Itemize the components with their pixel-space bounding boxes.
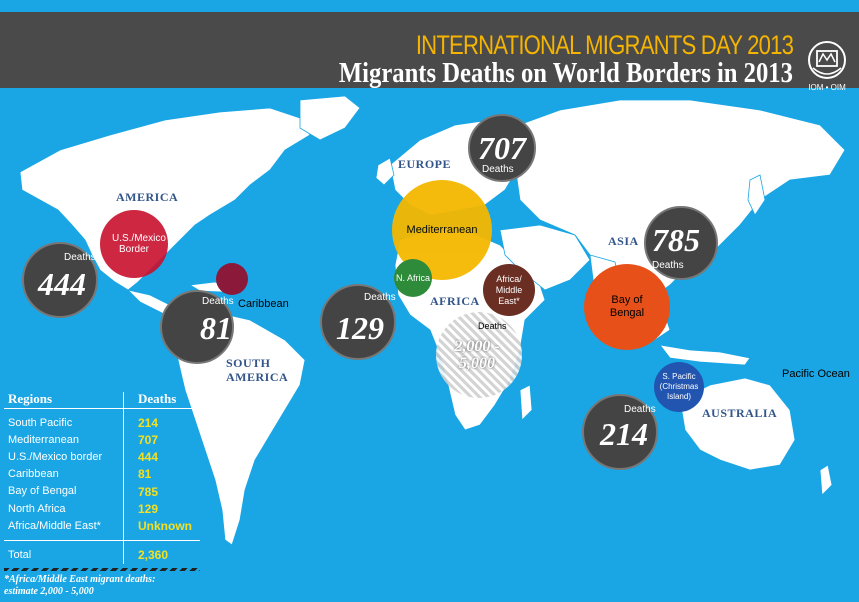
bengal-deaths-bubble: 785 Deaths bbox=[644, 206, 718, 280]
uk-shape bbox=[375, 157, 395, 186]
region-asia: ASIA bbox=[608, 234, 639, 248]
region-europe: EUROPE bbox=[398, 157, 452, 171]
caribbean-deaths-value: 81 bbox=[200, 310, 232, 346]
footnote-line-1: *Africa/Middle East migrant deaths: bbox=[4, 574, 156, 585]
indonesia-shape bbox=[659, 344, 751, 366]
med-deaths-value: 707 bbox=[478, 130, 526, 166]
table-header-deaths: Deaths bbox=[138, 391, 177, 406]
table-row-region: Mediterranean bbox=[8, 434, 79, 446]
table-row-region: South Pacific bbox=[8, 417, 73, 429]
table-row-region: Caribbean bbox=[8, 468, 59, 480]
japan-shape bbox=[747, 174, 766, 216]
n-africa-label: N. Africa bbox=[395, 272, 430, 283]
us-deaths-bubble: Deaths 444 bbox=[22, 242, 98, 318]
s-pacific-deaths-label: Deaths bbox=[624, 404, 656, 415]
bay-of-bengal-marker: Bay of Bengal bbox=[584, 264, 670, 350]
bengal-deaths-label: Deaths bbox=[652, 260, 684, 271]
bay-of-bengal-label: Bay of Bengal bbox=[609, 294, 645, 319]
table-total-label: Total bbox=[8, 549, 32, 561]
africa-me-estimate-bubble bbox=[436, 312, 522, 398]
supertitle: INTERNATIONAL MIGRANTS DAY 2013 bbox=[415, 30, 794, 60]
n-africa-deaths-bubble: Deaths 129 bbox=[320, 284, 396, 360]
table-row-deaths: 444 bbox=[138, 450, 159, 464]
s-pacific-marker: S. Pacific (Christmas Island) bbox=[654, 362, 704, 412]
south-america-shape bbox=[175, 311, 306, 546]
n-africa-deaths-value: 129 bbox=[336, 310, 384, 346]
africa-me-marker: Africa/ Middle East* bbox=[483, 264, 535, 316]
table-divider-top bbox=[4, 408, 200, 409]
page-title: Migrants Deaths on World Borders in 2013 bbox=[338, 58, 793, 89]
africa-me-deaths-label: Deaths bbox=[478, 321, 507, 331]
caribbean-marker bbox=[216, 263, 248, 295]
region-australia: AUSTRALIA bbox=[702, 406, 778, 420]
s-pacific-deaths-value: 214 bbox=[600, 416, 648, 452]
region-america: AMERICA bbox=[116, 190, 179, 204]
new-zealand-shape bbox=[819, 464, 833, 496]
caribbean-label: Caribbean bbox=[238, 298, 289, 310]
table-divider-vertical bbox=[123, 392, 124, 564]
caribbean-deaths-bubble: Deaths 81 bbox=[160, 290, 234, 364]
table-total-value: 2,360 bbox=[138, 548, 169, 562]
table-row-deaths: 707 bbox=[138, 433, 159, 447]
table-row-region: Bay of Bengal bbox=[8, 485, 77, 497]
med-deaths-bubble: 707 Deaths bbox=[468, 114, 536, 182]
us-deaths-label: Deaths bbox=[64, 252, 96, 263]
region-pacific-ocean: Pacific Ocean bbox=[782, 368, 850, 380]
region-south-america: SOUTH AMERICA bbox=[226, 356, 289, 384]
us-mexico-label: U.S./Mexico Border bbox=[112, 233, 166, 255]
n-africa-marker: N. Africa bbox=[394, 259, 432, 297]
footnote-line-2: estimate 2,000 - 5,000 bbox=[4, 586, 94, 597]
table-row-deaths: Unknown bbox=[138, 519, 192, 533]
africa-me-label: Africa/ Middle East* bbox=[495, 273, 523, 306]
caribbean-deaths-label: Deaths bbox=[202, 296, 234, 307]
table-row-deaths: 81 bbox=[138, 467, 152, 481]
greenland-shape bbox=[299, 95, 361, 141]
table-header-regions: Regions bbox=[8, 391, 53, 406]
bengal-deaths-value: 785 bbox=[652, 222, 700, 258]
australia-shape bbox=[679, 377, 796, 471]
middle-east-shape bbox=[499, 224, 591, 291]
table-divider-total bbox=[4, 540, 200, 541]
table-row-region: U.S./Mexico border bbox=[8, 451, 103, 463]
us-mexico-marker: U.S./Mexico Border bbox=[100, 210, 168, 278]
n-africa-deaths-label: Deaths bbox=[364, 292, 396, 303]
table-row-deaths: 129 bbox=[138, 502, 159, 516]
table-row-region: North Africa bbox=[8, 503, 66, 515]
madagascar-shape bbox=[519, 384, 533, 421]
table-row-deaths: 214 bbox=[138, 416, 159, 430]
logo-text: IOM • OIM bbox=[808, 83, 846, 92]
s-pacific-deaths-bubble: Deaths 214 bbox=[582, 394, 658, 470]
table-row-deaths: 785 bbox=[138, 485, 159, 499]
region-africa: AFRICA bbox=[430, 294, 480, 308]
table-divider-bottom bbox=[4, 568, 200, 571]
africa-me-estimate-value: 2,000 - 5,000 bbox=[454, 338, 500, 372]
mediterranean-label: Mediterranean bbox=[406, 223, 478, 236]
iom-logo bbox=[808, 41, 846, 79]
header-bar: INTERNATIONAL MIGRANTS DAY 2013 Migrants… bbox=[0, 0, 859, 92]
med-deaths-label: Deaths bbox=[482, 164, 514, 175]
table-row-region: Africa/Middle East* bbox=[8, 520, 101, 532]
s-pacific-label: S. Pacific (Christmas Island) bbox=[659, 372, 699, 401]
footnote: *Africa/Middle East migrant deaths: esti… bbox=[4, 574, 155, 598]
north-america-shape bbox=[19, 107, 311, 291]
us-deaths-value: 444 bbox=[38, 266, 86, 302]
